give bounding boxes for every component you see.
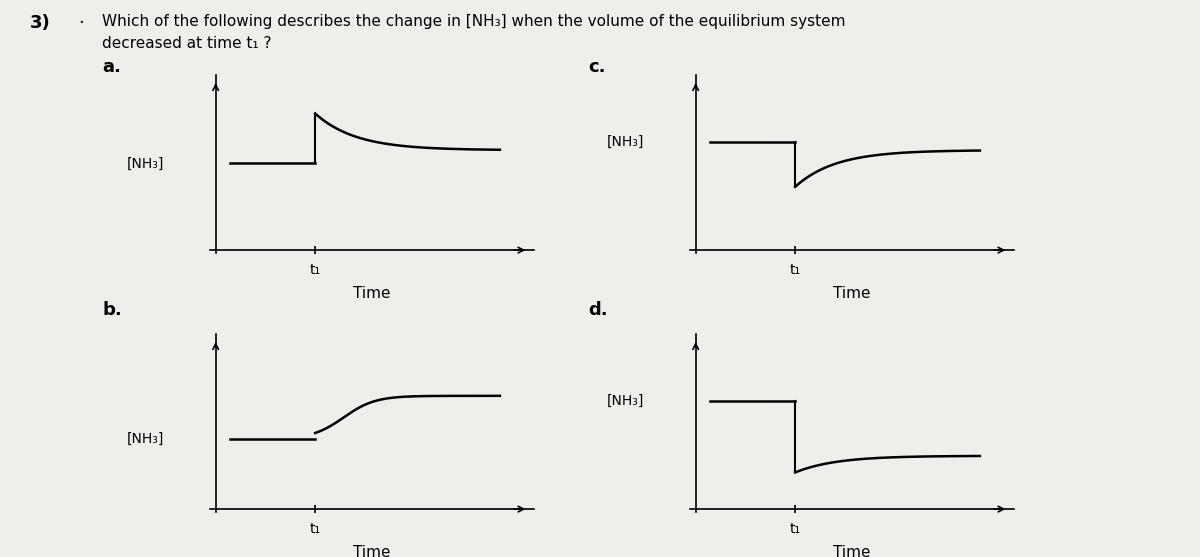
Text: 3): 3) <box>30 14 50 32</box>
Text: t₁: t₁ <box>790 522 800 536</box>
Text: Which of the following describes the change in [NH₃] when the volume of the equi: Which of the following describes the cha… <box>102 14 846 29</box>
Text: b.: b. <box>102 301 121 319</box>
Text: Time: Time <box>833 286 871 301</box>
Text: t₁: t₁ <box>310 522 320 536</box>
Text: [NH₃]: [NH₃] <box>127 157 164 170</box>
Text: [NH₃]: [NH₃] <box>607 394 644 408</box>
Text: Time: Time <box>833 545 871 557</box>
Text: t₁: t₁ <box>790 263 800 277</box>
Text: Time: Time <box>353 545 391 557</box>
Text: [NH₃]: [NH₃] <box>127 432 164 446</box>
Text: ·: · <box>78 14 84 32</box>
Text: t₁: t₁ <box>310 263 320 277</box>
Text: Time: Time <box>353 286 391 301</box>
Text: [NH₃]: [NH₃] <box>607 135 644 149</box>
Text: decreased at time t₁ ?: decreased at time t₁ ? <box>102 36 271 51</box>
Text: a.: a. <box>102 58 121 76</box>
Text: d.: d. <box>588 301 607 319</box>
Text: c.: c. <box>588 58 606 76</box>
